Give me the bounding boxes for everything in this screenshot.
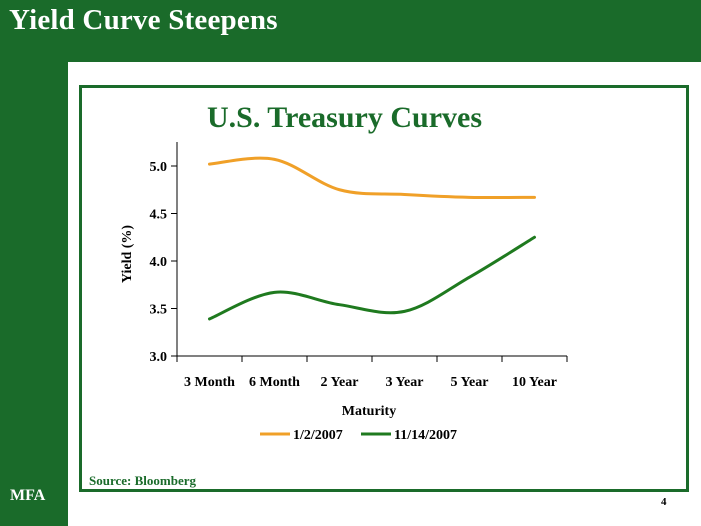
legend-label: 11/14/2007 <box>394 428 457 443</box>
x-tick-label: 6 Month <box>249 375 300 390</box>
y-tick-label: 3.5 <box>150 303 168 318</box>
x-tick-label: 2 Year <box>321 375 359 390</box>
sidebar-band <box>0 0 68 526</box>
page-number: 4 <box>661 496 667 508</box>
header-band <box>0 0 701 62</box>
x-tick-label: 3 Month <box>184 375 235 390</box>
y-tick-label: 5.0 <box>150 160 168 175</box>
x-axis-label: Maturity <box>342 404 396 419</box>
chart-frame <box>79 85 689 492</box>
y-axis-label: Yield (%) <box>120 225 135 284</box>
y-tick-label: 4.0 <box>150 255 168 270</box>
y-tick-label: 4.5 <box>150 208 168 223</box>
series-line-1 <box>208 156 536 200</box>
x-tick-label: 5 Year <box>451 375 489 390</box>
legend-label: 1/2/2007 <box>293 428 343 443</box>
footer-logo: MFA <box>10 487 46 504</box>
source-note: Source: Bloomberg <box>89 473 196 488</box>
y-tick-label: 3.0 <box>150 350 168 365</box>
x-tick-label: 10 Year <box>512 375 557 390</box>
x-tick-label: 3 Year <box>386 375 424 390</box>
series-line-2 <box>208 235 536 321</box>
slide-title: Yield Curve Steepens <box>9 4 278 36</box>
chart-title: U.S. Treasury Curves <box>206 101 482 134</box>
